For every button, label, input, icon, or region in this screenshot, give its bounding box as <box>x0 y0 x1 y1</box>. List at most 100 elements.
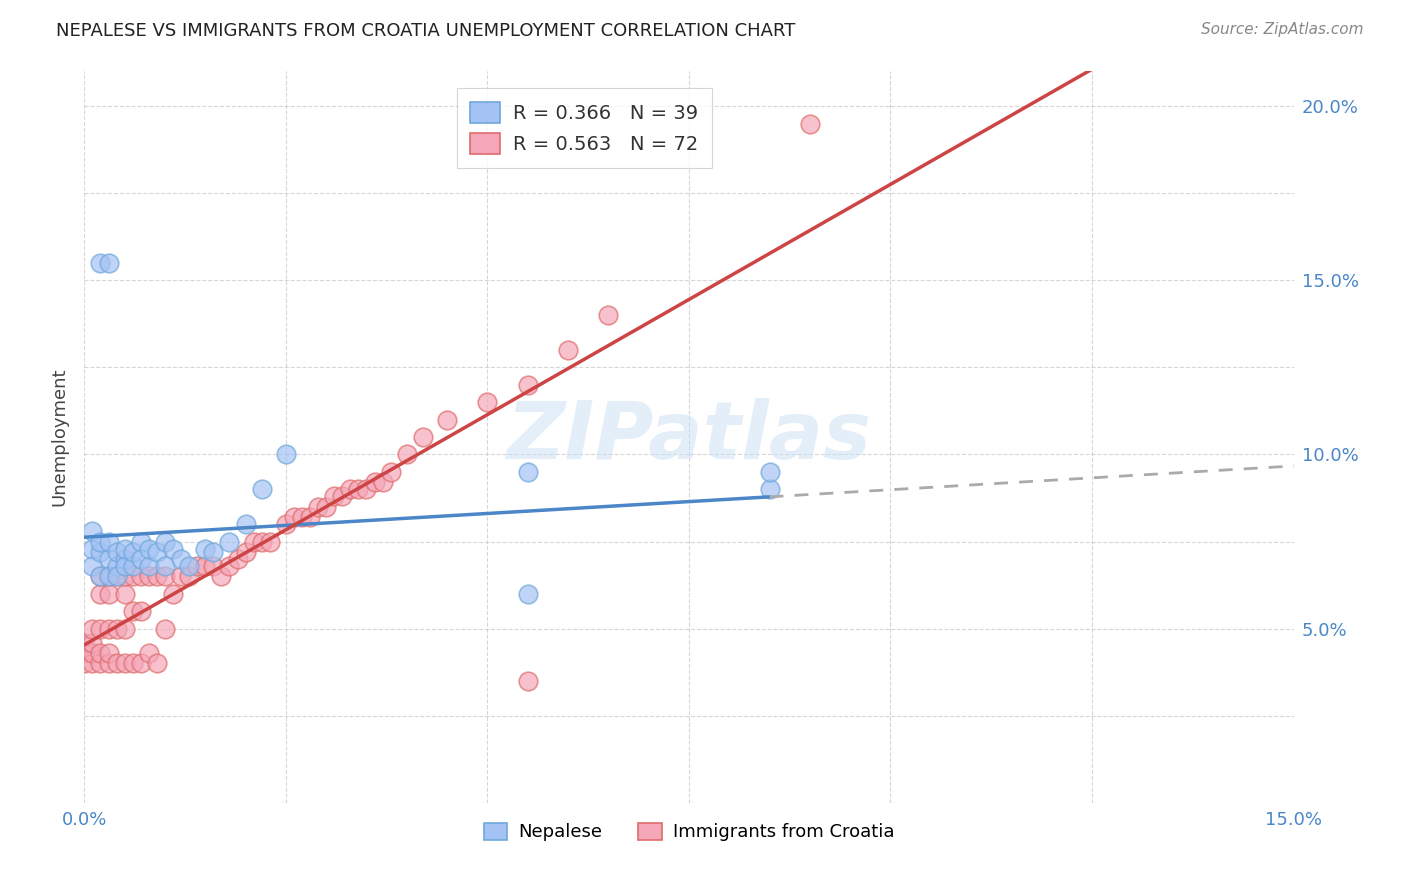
Point <box>89 587 111 601</box>
Point <box>516 465 538 479</box>
Point <box>97 569 120 583</box>
Point <box>758 483 780 497</box>
Point <box>105 558 128 573</box>
Point <box>105 657 128 671</box>
Point <box>162 541 184 556</box>
Point <box>121 569 143 583</box>
Point <box>138 646 160 660</box>
Point <box>218 558 240 573</box>
Point <box>82 524 104 538</box>
Point <box>516 673 538 688</box>
Point <box>371 475 394 490</box>
Point <box>82 541 104 556</box>
Point <box>250 483 273 497</box>
Point <box>129 552 152 566</box>
Point <box>146 569 169 583</box>
Point <box>274 448 297 462</box>
Point <box>170 552 193 566</box>
Point <box>598 308 620 322</box>
Point <box>146 545 169 559</box>
Point <box>226 552 249 566</box>
Point <box>179 558 201 573</box>
Point <box>259 534 281 549</box>
Point <box>97 587 120 601</box>
Point <box>89 646 111 660</box>
Point <box>146 657 169 671</box>
Point <box>89 534 111 549</box>
Point <box>121 604 143 618</box>
Point <box>97 256 120 270</box>
Point <box>138 569 160 583</box>
Point <box>194 541 217 556</box>
Point <box>114 558 136 573</box>
Point <box>114 569 136 583</box>
Point <box>347 483 370 497</box>
Point <box>153 622 176 636</box>
Point <box>97 622 120 636</box>
Point <box>105 622 128 636</box>
Point <box>315 500 337 514</box>
Point <box>73 646 96 660</box>
Point <box>114 587 136 601</box>
Point <box>339 483 361 497</box>
Point <box>89 256 111 270</box>
Point <box>250 534 273 549</box>
Point <box>307 500 329 514</box>
Text: Source: ZipAtlas.com: Source: ZipAtlas.com <box>1201 22 1364 37</box>
Point <box>89 569 111 583</box>
Point <box>114 657 136 671</box>
Point <box>89 569 111 583</box>
Point <box>138 558 160 573</box>
Point <box>179 569 201 583</box>
Text: NEPALESE VS IMMIGRANTS FROM CROATIA UNEMPLOYMENT CORRELATION CHART: NEPALESE VS IMMIGRANTS FROM CROATIA UNEM… <box>56 22 796 40</box>
Point <box>477 395 499 409</box>
Point <box>97 569 120 583</box>
Point <box>209 569 232 583</box>
Legend: Nepalese, Immigrants from Croatia: Nepalese, Immigrants from Croatia <box>477 815 901 848</box>
Point <box>202 545 225 559</box>
Point <box>283 510 305 524</box>
Text: ZIPatlas: ZIPatlas <box>506 398 872 476</box>
Point <box>323 489 346 503</box>
Point <box>105 569 128 583</box>
Point <box>235 545 257 559</box>
Point <box>395 448 418 462</box>
Point <box>291 510 314 524</box>
Point <box>105 545 128 559</box>
Point <box>97 534 120 549</box>
Point <box>97 646 120 660</box>
Point <box>153 569 176 583</box>
Point <box>105 569 128 583</box>
Point <box>97 657 120 671</box>
Point <box>758 465 780 479</box>
Point <box>129 569 152 583</box>
Point <box>89 622 111 636</box>
Point <box>363 475 385 490</box>
Point <box>129 657 152 671</box>
Point <box>89 545 111 559</box>
Point <box>114 622 136 636</box>
Point <box>73 635 96 649</box>
Point <box>82 635 104 649</box>
Point <box>138 541 160 556</box>
Point <box>186 558 208 573</box>
Point <box>73 657 96 671</box>
Point <box>153 558 176 573</box>
Point <box>218 534 240 549</box>
Point <box>170 569 193 583</box>
Point <box>129 604 152 618</box>
Point <box>121 558 143 573</box>
Point <box>114 552 136 566</box>
Point <box>516 377 538 392</box>
Point <box>330 489 353 503</box>
Point <box>356 483 378 497</box>
Point <box>121 545 143 559</box>
Point <box>129 534 152 549</box>
Point <box>516 587 538 601</box>
Point <box>82 657 104 671</box>
Point <box>153 534 176 549</box>
Point <box>380 465 402 479</box>
Point <box>162 587 184 601</box>
Point <box>242 534 264 549</box>
Point <box>82 622 104 636</box>
